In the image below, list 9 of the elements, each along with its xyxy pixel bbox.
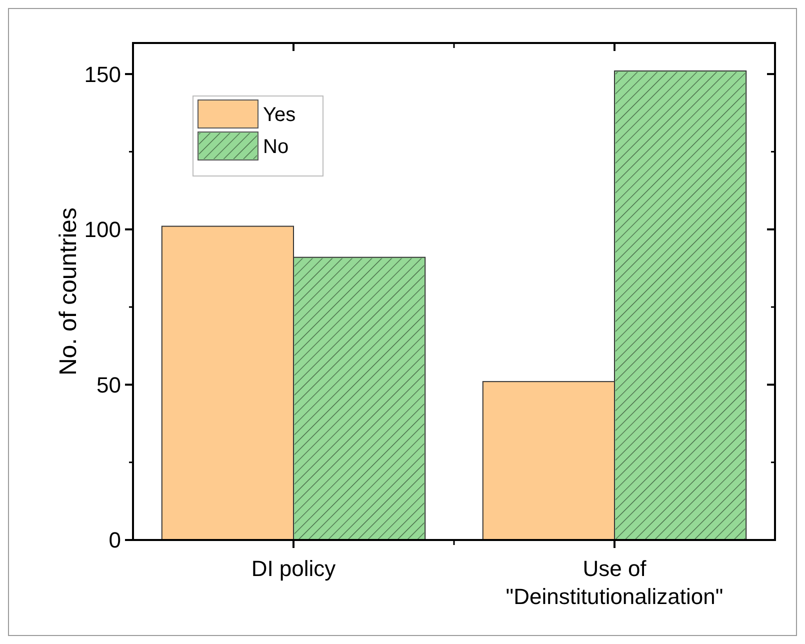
y-axis-title: No. of countries [55,207,82,376]
x-tick-label: Use of "Deinstitutionalization" [506,556,724,609]
y-tick-label: 50 [96,372,121,398]
legend-label: No [263,136,289,158]
legend-label: Yes [263,104,296,126]
y-tick-label: 0 [108,528,121,553]
x-tick-label: DI policy [251,556,336,581]
y-tick-label: 100 [84,217,121,242]
y-tick-label: 150 [84,62,121,87]
